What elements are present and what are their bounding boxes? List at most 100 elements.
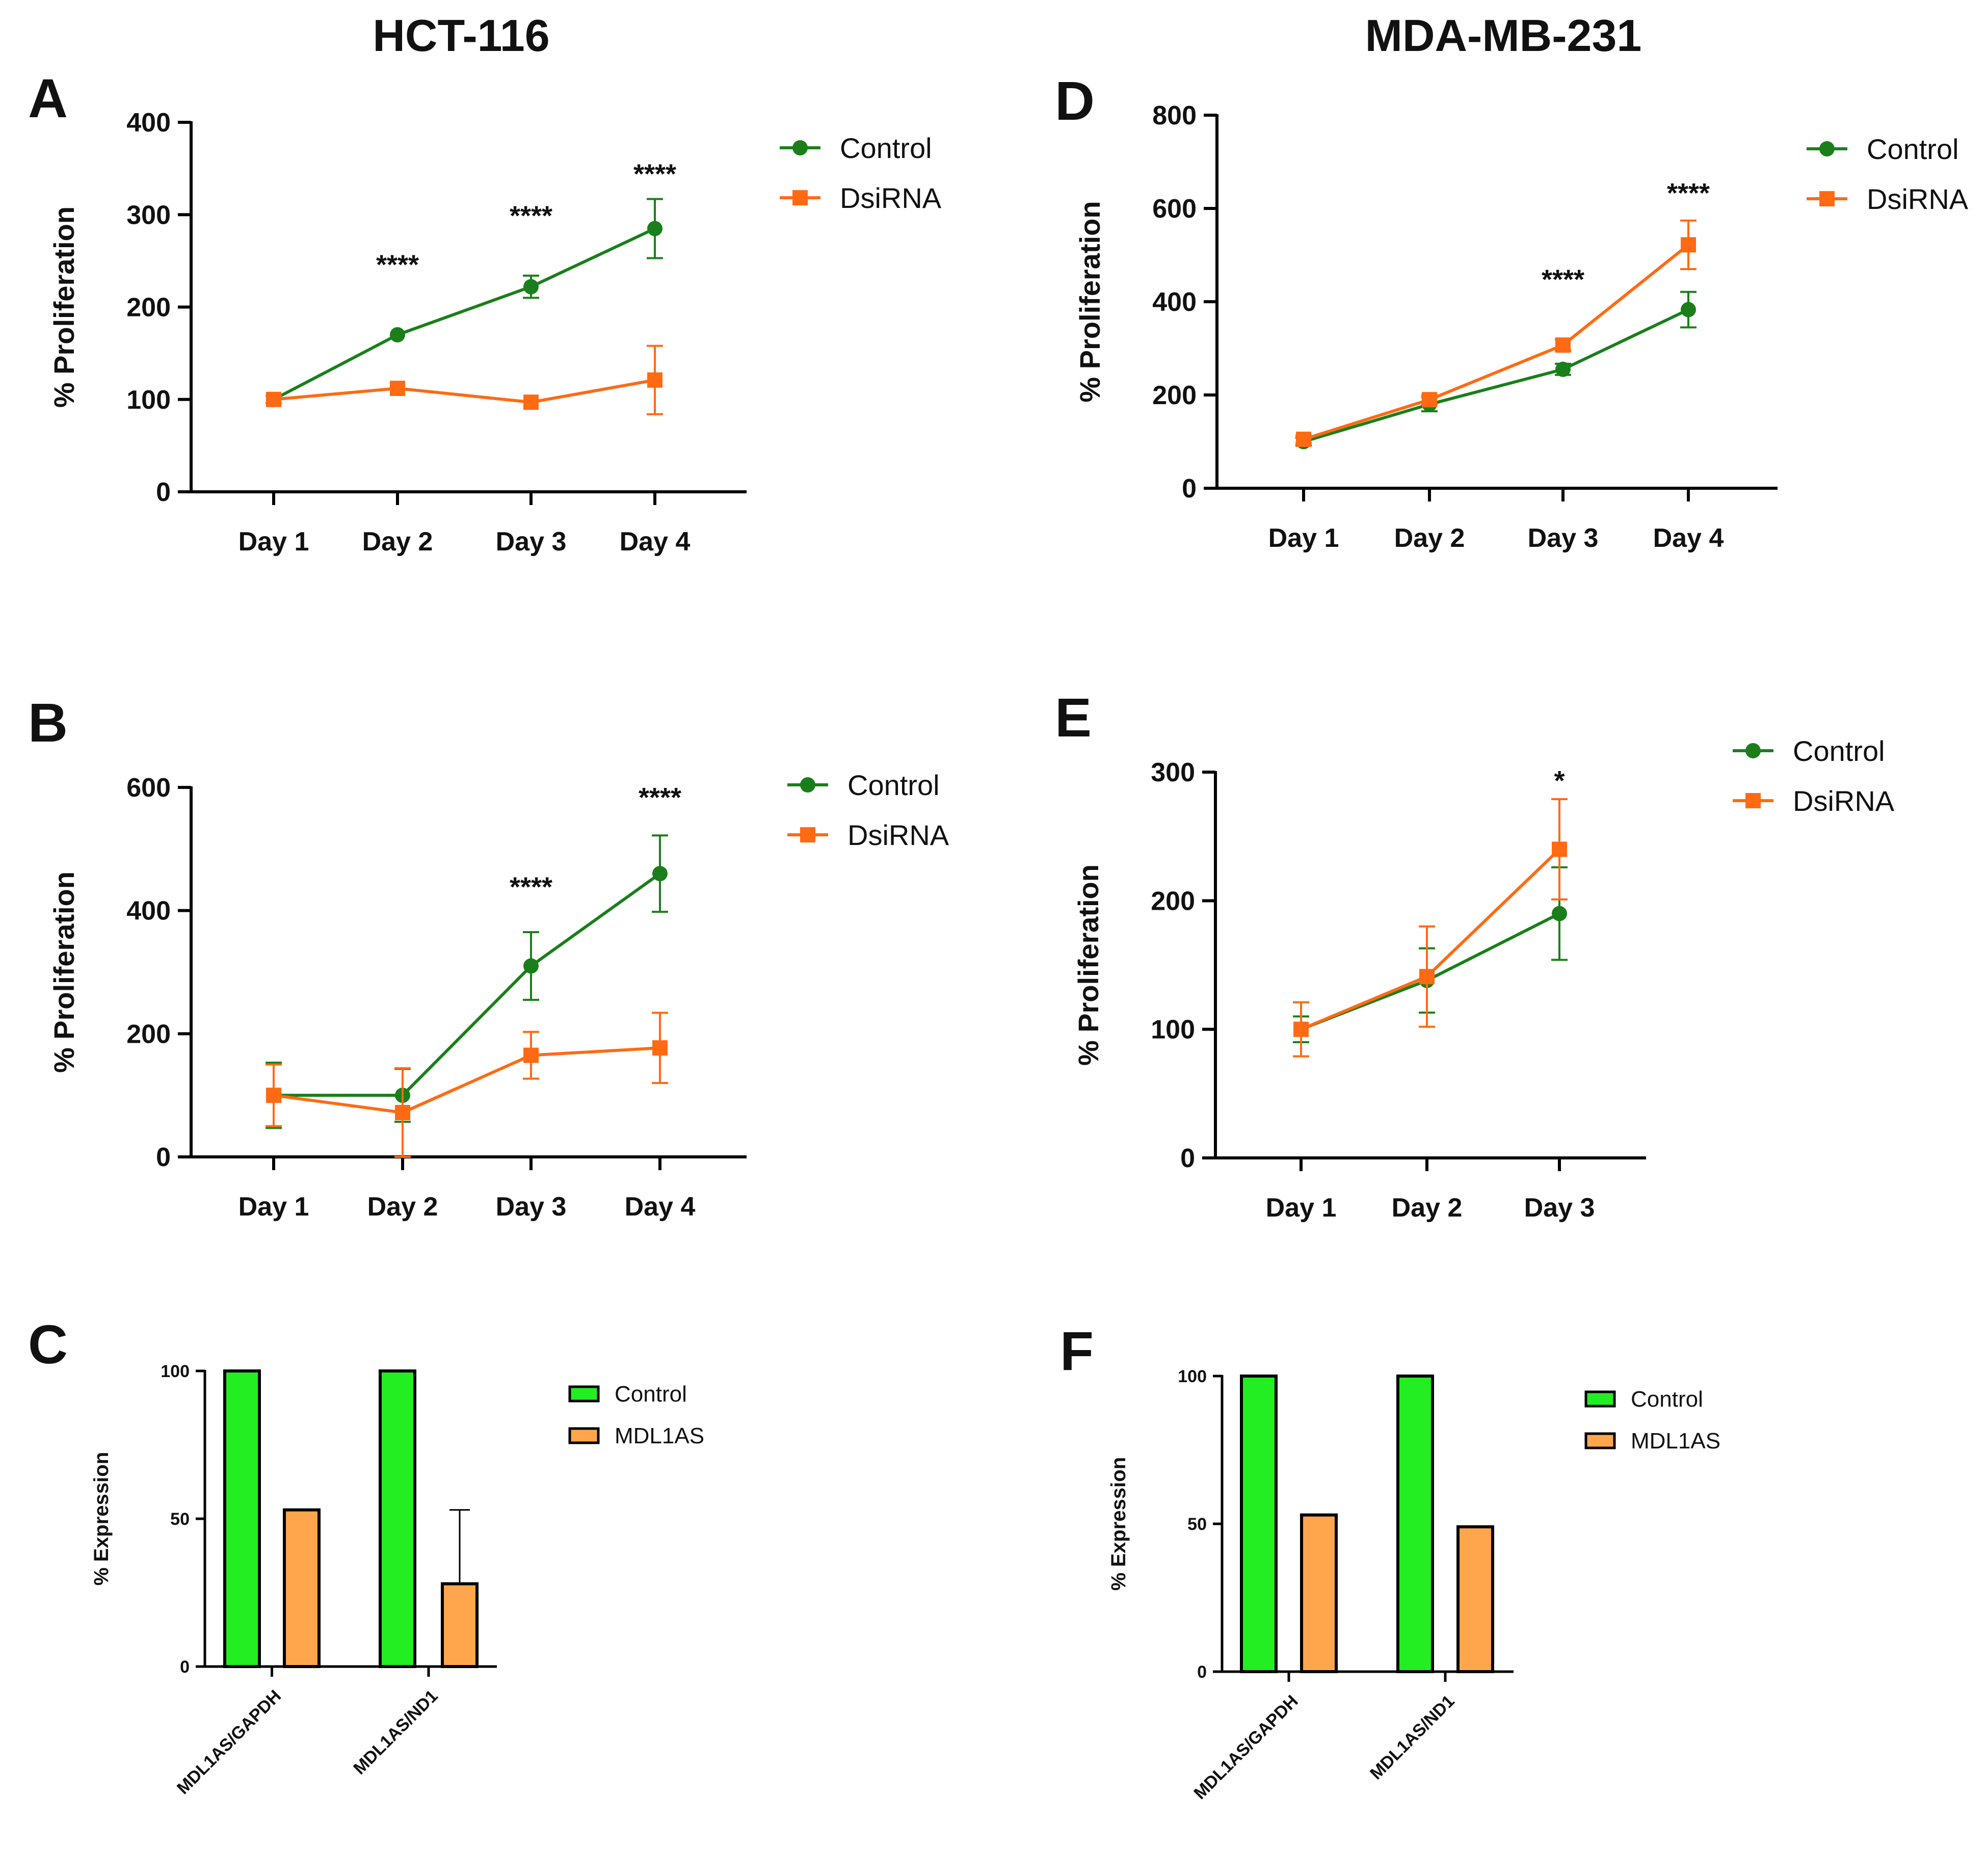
y-tick-label: 0	[180, 1657, 190, 1677]
series-control	[1240, 1375, 1434, 1673]
bar	[1300, 1513, 1338, 1674]
y-tick-label: 0	[1182, 474, 1197, 504]
legend-swatch	[568, 1385, 600, 1403]
data-point	[1552, 841, 1567, 857]
data-point	[523, 958, 539, 974]
x-tick-label: Day 2	[1392, 1193, 1463, 1223]
legend-item-dsirna: DsiRNA	[787, 819, 949, 851]
series-line	[273, 378, 655, 404]
data-point	[1681, 237, 1696, 253]
y-tick-label: 0	[156, 1143, 171, 1172]
y-tick-label: 0	[1180, 1144, 1195, 1173]
legend-label: MDL1AS	[615, 1423, 704, 1448]
legend-marker	[792, 140, 808, 155]
y-axis-label: % Expression	[1107, 1457, 1130, 1591]
series-line	[273, 227, 656, 401]
x-tick-label: Day 1	[238, 527, 309, 557]
data-point	[523, 1047, 539, 1063]
y-tick-label: 100	[161, 1362, 190, 1381]
x-tick-label: Day 2	[1394, 523, 1465, 553]
significance-label: ****	[639, 782, 681, 813]
series-mdl1as	[283, 1508, 479, 1669]
y-tick-label: 100	[1178, 1367, 1207, 1386]
panel-letter: A	[28, 67, 68, 129]
y-tick-label: 200	[1151, 886, 1195, 916]
x-tick-label: Day 2	[367, 1192, 438, 1222]
bar	[379, 1369, 416, 1668]
legend-swatch	[1584, 1390, 1616, 1408]
x-tick-label: Day 1	[238, 1192, 309, 1222]
panel-f: F 0 50 100 % Expression MDL1AS/GAPDH MDL1AS/ND…	[1060, 1320, 1720, 1803]
legend-swatch	[568, 1427, 600, 1444]
legend-item-control: Control	[780, 132, 932, 164]
legend-item-control: Control	[1584, 1387, 1703, 1412]
legend-item-dsirna: DsiRNA	[1733, 785, 1895, 817]
y-tick-label: 600	[126, 773, 171, 803]
y-tick-label: 400	[126, 108, 171, 138]
legend-label: Control	[847, 769, 940, 801]
series-line	[274, 872, 661, 1097]
x-tick-label: MDL1AS/ND1	[1366, 1692, 1458, 1783]
panel-a: A 0 100 200 300 400 % Proliferation Day 1 Day 2 D…	[28, 67, 942, 557]
legend-item-control: Control	[568, 1382, 687, 1407]
y-tick-label: 50	[170, 1510, 190, 1529]
series-line	[1303, 244, 1689, 441]
x-tick-label: Day 3	[1524, 1193, 1595, 1223]
panel-letter: D	[1055, 70, 1095, 131]
series-line	[273, 1046, 660, 1115]
legend-marker	[792, 190, 808, 205]
panel-e: E 0 100 200 300 % Proliferation Day 1 Day 2 Day …	[1055, 686, 1895, 1223]
y-tick-label: 300	[1151, 758, 1195, 787]
y-tick-label: 600	[1152, 194, 1197, 224]
x-tick-label: Day 4	[625, 1192, 696, 1222]
panel-c: C 0 50 100 % Expression MDL1AS/GAPDH MDL1AS/ND…	[28, 1313, 704, 1798]
panel-letter: E	[1055, 686, 1092, 748]
data-point	[647, 372, 662, 388]
x-tick-label: Day 1	[1266, 1193, 1337, 1223]
bar	[1396, 1375, 1434, 1673]
legend-label: Control	[1793, 735, 1885, 767]
data-point	[647, 221, 662, 236]
data-point	[390, 327, 405, 342]
data-point	[652, 866, 668, 882]
panel-b: B 0 200 400 600 % Proliferation Day 1 Day 2 Day …	[28, 692, 949, 1222]
y-tick-label: 200	[126, 1019, 171, 1049]
legend-marker	[800, 777, 815, 793]
y-axis-label: % Expression	[90, 1452, 113, 1586]
significance-label: ****	[1667, 178, 1710, 208]
data-point	[390, 381, 405, 396]
series-line	[1303, 308, 1689, 443]
y-tick-label: 400	[1152, 287, 1197, 317]
y-tick-label: 800	[1152, 101, 1197, 130]
panel-letter: C	[28, 1313, 68, 1375]
legend-item-control: Control	[1733, 735, 1885, 767]
y-tick-label: 200	[126, 293, 171, 323]
x-tick-label: Day 2	[362, 527, 433, 557]
legend-item-control: Control	[787, 769, 940, 801]
series-dsirna	[266, 345, 663, 415]
significance-label: ****	[510, 871, 552, 902]
y-tick-label: 100	[126, 385, 171, 415]
bar	[1240, 1375, 1278, 1673]
legend-label: DsiRNA	[840, 182, 942, 214]
data-point	[266, 391, 281, 407]
legend-label: Control	[1631, 1387, 1703, 1412]
significance-label: ****	[1542, 264, 1584, 295]
x-tick-label: Day 4	[1653, 523, 1724, 553]
data-point	[1293, 1021, 1309, 1037]
x-tick-label: MDL1AS/ND1	[350, 1686, 441, 1778]
panel-letter: F	[1060, 1320, 1094, 1382]
data-point	[1555, 337, 1571, 353]
data-point	[1552, 906, 1567, 921]
column-title-mdamb231: MDA-MB-231	[1365, 10, 1642, 61]
data-point	[1422, 392, 1437, 408]
data-point	[523, 279, 539, 295]
series-dsirna	[1293, 798, 1568, 1058]
x-tick-label: Day 3	[496, 527, 567, 557]
legend-marker	[1745, 793, 1761, 808]
legend-label: Control	[840, 132, 932, 164]
data-point	[652, 1040, 668, 1056]
x-tick-label: MDL1AS/GAPDH	[173, 1686, 285, 1798]
series-mdl1as	[1300, 1513, 1494, 1674]
